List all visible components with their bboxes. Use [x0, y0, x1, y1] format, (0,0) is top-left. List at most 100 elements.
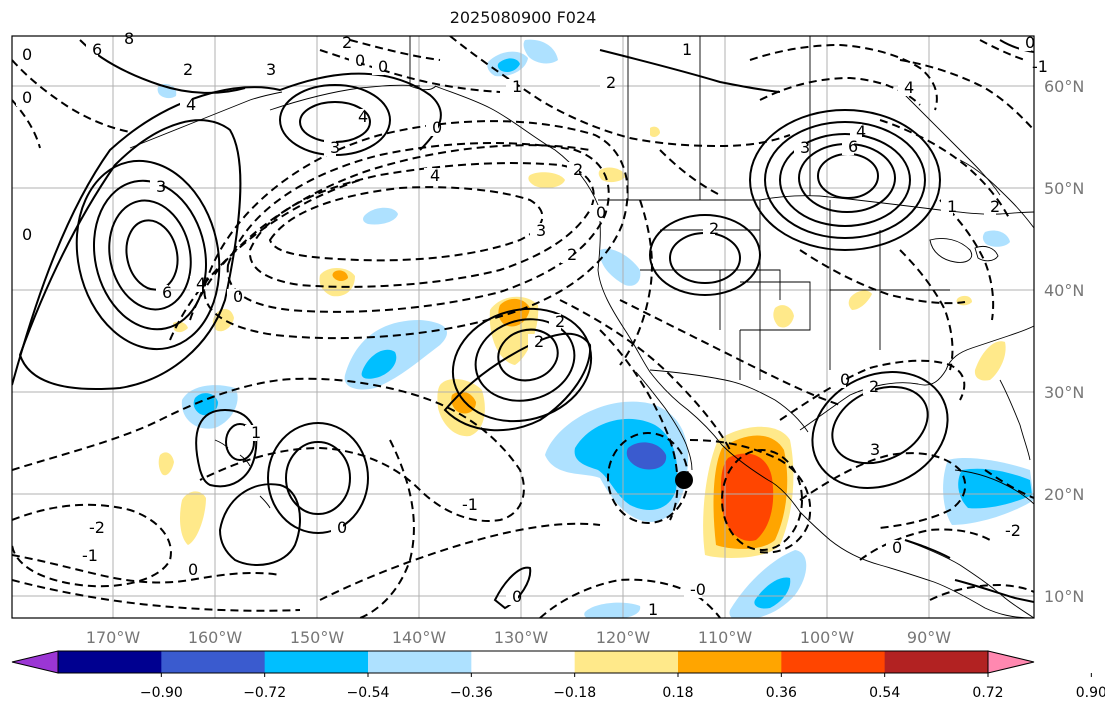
contour-label-bg [642, 602, 654, 618]
contour-label: 1 [682, 40, 692, 59]
contour-label-bg [245, 425, 257, 441]
contour-label: 0 [22, 45, 32, 64]
contour-label: 4 [358, 107, 368, 126]
contour-label: 0 [355, 51, 365, 70]
contour-label: 0 [337, 518, 347, 537]
contour-label-bg [530, 223, 542, 239]
colorbar-tick-label: −0.18 [553, 685, 596, 701]
contour-label: 4 [186, 95, 196, 114]
baja-peninsula [635, 371, 693, 471]
contour-label: 4 [430, 166, 440, 185]
contour-label: 0 [22, 88, 32, 107]
contour-label-bg [600, 75, 612, 91]
contour-label: 0 [378, 57, 388, 76]
contour-label: 2 [534, 332, 544, 351]
colorbar-segment [264, 651, 369, 673]
colorbar-segment [781, 651, 886, 673]
contour-label-bg [864, 442, 876, 458]
contour-label-bg [567, 162, 579, 178]
colorbar-tick-label: 0.54 [869, 685, 900, 701]
colorbar [11, 650, 1035, 674]
contour-label: -1 [1032, 57, 1048, 76]
colorbar-tick-label: 0.72 [972, 685, 1003, 701]
contour-label-bg [324, 140, 336, 156]
colorbar-outline [57, 650, 989, 674]
orange-region-3 [332, 270, 348, 281]
contour-label: 3 [800, 138, 810, 157]
colorbar-segment [678, 651, 782, 673]
yellow-region-6 [158, 452, 174, 476]
colorbar-tick-label: −0.72 [243, 685, 286, 701]
contour-label-bg [177, 62, 189, 78]
central-america [904, 539, 1034, 618]
blue-region-pacific-2-core [193, 393, 218, 416]
map-title: 2025080900 F024 [449, 8, 597, 27]
contour-label: 4 [196, 274, 206, 293]
lat-label: 10°N [1044, 587, 1084, 606]
colorbar-tick-label: −0.54 [347, 685, 390, 701]
colorbar-segment [161, 651, 266, 673]
colorbar-ticks: −0.90 −0.72 −0.54 −0.36 −0.18 0.18 0.36 0.54 0.7… [140, 673, 1105, 701]
lat-label: 20°N [1044, 485, 1084, 504]
contour-label-bg [260, 62, 272, 78]
longitude-labels: 170°W 160°W 150°W 140°W 130°W 120°W 110°W 100°W… [86, 628, 951, 647]
lon-label: 160°W [188, 628, 243, 647]
lon-label: 120°W [596, 628, 651, 647]
yellow-region-10 [974, 341, 1006, 381]
contour-label: 6 [162, 283, 172, 302]
solid-contours [12, 39, 1034, 610]
blue-region-south-core [754, 577, 791, 609]
contour-label: 0 [188, 560, 198, 579]
contour-label: 0 [596, 203, 606, 222]
blue-region-baja-core [574, 418, 678, 510]
contour-label: 2 [567, 245, 577, 264]
contour-label-bg [984, 199, 996, 215]
lon-label: 140°W [392, 628, 447, 647]
contour-label-bg [456, 497, 474, 513]
lon-label: 150°W [290, 628, 345, 647]
contour-label: 8 [124, 29, 134, 48]
contour-label: 3 [266, 60, 276, 79]
contour-label-bg [349, 53, 361, 69]
contour-label: -0 [690, 580, 706, 599]
great-lakes [929, 238, 999, 263]
contour-label-bg [372, 59, 384, 75]
contour-label-bg [180, 97, 192, 113]
yellow-region-7 [528, 172, 565, 188]
contour-label: 0 [1025, 33, 1035, 52]
latitude-labels: 60°N 50°N 40°N 30°N 20°N 10°N [1044, 77, 1084, 606]
contour-label-bg [863, 379, 875, 395]
colorbar-extend-low [11, 650, 59, 674]
yellow-region-4 [180, 491, 206, 545]
contour-label-bg [150, 179, 162, 195]
east-canada-coast [959, 159, 1034, 229]
contour-label-bg [156, 285, 168, 301]
contour-label-bg [118, 31, 130, 47]
yellow-region-12 [956, 295, 972, 306]
contour-label-bg [590, 205, 602, 221]
contour-label-bg [83, 520, 101, 536]
colorbar-tick-label: −0.36 [450, 685, 493, 701]
contour-label: 2 [709, 219, 719, 238]
contour-label-bg [850, 124, 862, 140]
state-line-2 [720, 269, 781, 300]
blue-region-south [729, 550, 807, 618]
contour-label: 0 [432, 118, 442, 137]
contour-label-bg [898, 80, 910, 96]
contour-label-bg [561, 247, 573, 263]
aleutian-islands [129, 91, 283, 149]
contour-label-bg [506, 79, 518, 95]
blue-region-alaska-2 [523, 39, 558, 64]
purple-region-baja [626, 442, 667, 470]
contour-label: 2 [606, 73, 616, 92]
contour-label: 2 [342, 33, 352, 52]
colorbar-tick-label: 0.18 [662, 685, 693, 701]
contour-label-bg [426, 120, 438, 136]
blue-region-caribbean-core [958, 468, 1032, 509]
contour-label: 1 [512, 77, 522, 96]
contour-label-bg [528, 334, 540, 350]
contour-label: 1 [251, 423, 261, 442]
contour-label-bg [227, 289, 239, 305]
